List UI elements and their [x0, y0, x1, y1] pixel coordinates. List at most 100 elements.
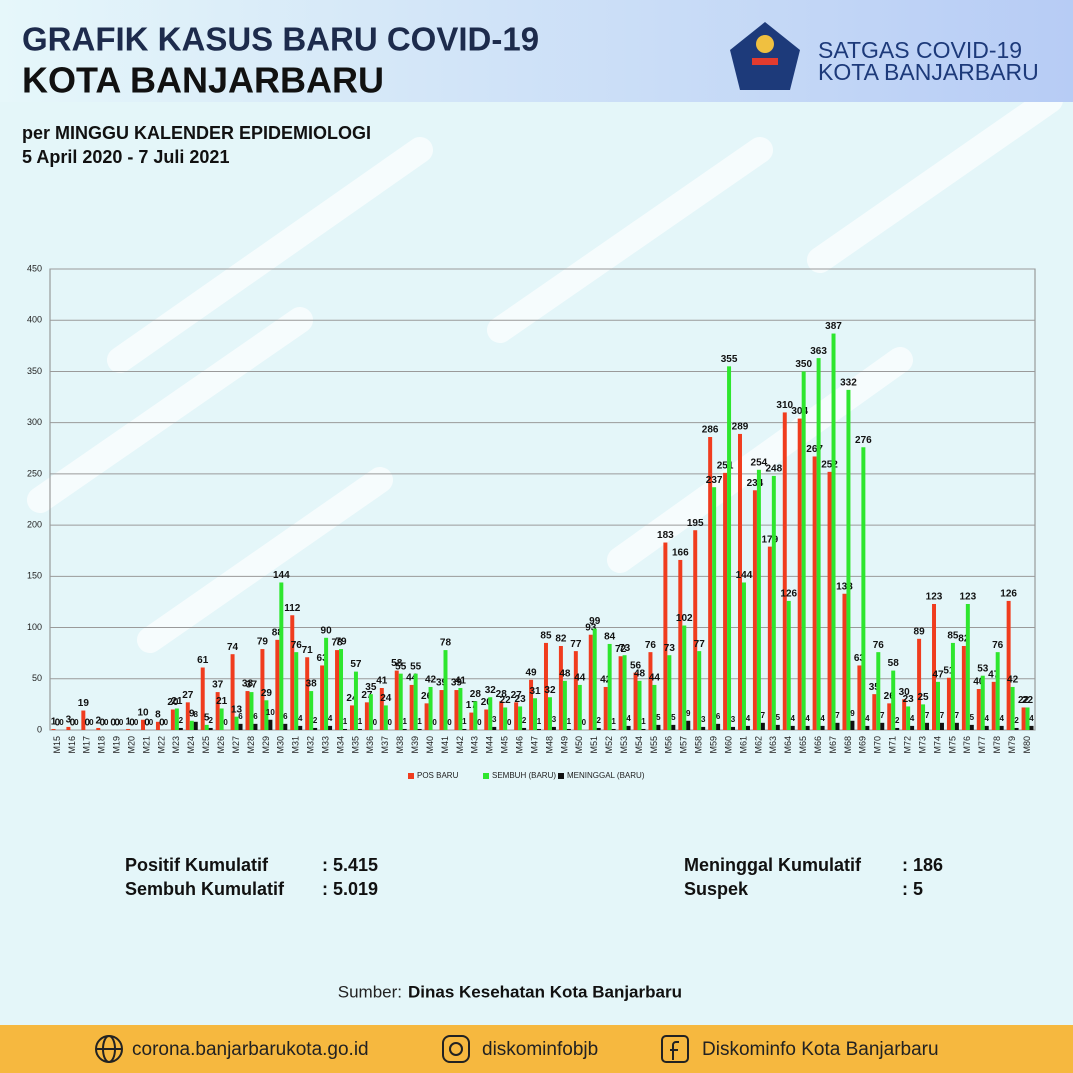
- data-label: 39: [451, 678, 463, 689]
- x-tick-label: M59: [709, 736, 719, 754]
- data-label: 0: [85, 718, 91, 729]
- data-label: 42: [1007, 675, 1019, 686]
- bar: [529, 679, 534, 730]
- data-label: 1: [125, 717, 131, 728]
- bar: [551, 726, 556, 730]
- bar: [910, 725, 915, 730]
- data-label: 144: [273, 570, 290, 581]
- data-label: 37: [246, 680, 258, 691]
- data-label: 0: [373, 718, 378, 727]
- bar: [999, 725, 1004, 730]
- bar: [208, 727, 213, 730]
- bar: [368, 694, 373, 730]
- data-label: 0: [74, 718, 79, 727]
- data-label: 48: [559, 668, 571, 679]
- data-label: 5: [776, 713, 781, 722]
- bar: [731, 726, 736, 730]
- x-tick-label: M74: [932, 736, 942, 754]
- x-tick-label: M28: [246, 736, 256, 754]
- bar: [716, 723, 721, 730]
- bar: [204, 724, 209, 730]
- bar: [81, 710, 86, 730]
- y-tick-label: 100: [27, 622, 42, 632]
- data-label: 58: [391, 658, 403, 669]
- data-label: 7: [880, 711, 885, 720]
- data-label: 1: [51, 717, 57, 728]
- data-label: 126: [780, 589, 797, 600]
- data-label: 276: [855, 435, 872, 446]
- x-tick-label: M76: [962, 736, 972, 754]
- data-label: 35: [365, 682, 377, 693]
- legend-swatch: [483, 773, 489, 779]
- bar: [682, 625, 687, 730]
- data-label: 102: [676, 613, 693, 624]
- x-tick-label: M40: [425, 736, 435, 754]
- footer-text: Diskominfo Kota Banjarbaru: [702, 1039, 939, 1060]
- data-label: 3: [731, 715, 736, 724]
- data-label: 1: [641, 717, 646, 726]
- data-label: 27: [511, 690, 523, 701]
- summary-label: Suspek: [684, 879, 749, 899]
- bar: [514, 702, 519, 730]
- data-label: 26: [421, 691, 433, 702]
- data-label: 73: [664, 643, 676, 654]
- x-tick-label: M33: [320, 736, 330, 754]
- data-label: 21: [171, 696, 183, 707]
- data-label: 78: [440, 638, 452, 649]
- data-label: 4: [820, 714, 825, 723]
- data-label: 39: [436, 678, 448, 689]
- bar: [313, 727, 318, 730]
- title: KOTA BANJARBARU: [22, 60, 384, 101]
- data-label: 79: [335, 637, 347, 648]
- summary-value: : 5.415: [322, 855, 378, 875]
- subtitle: 5 April 2020 - 7 Juli 2021: [22, 147, 229, 167]
- data-label: 77: [570, 639, 582, 650]
- x-tick-label: M24: [186, 736, 196, 754]
- data-label: 9: [686, 709, 691, 718]
- subtitle: per MINGGU KALENDER EPIDEMIOLOGI: [22, 123, 371, 143]
- data-label: 0: [104, 718, 109, 727]
- data-label: 6: [253, 712, 258, 721]
- data-label: 22: [1018, 695, 1030, 706]
- x-tick-label: M65: [798, 736, 808, 754]
- x-tick-label: M73: [917, 736, 927, 754]
- data-label: 0: [164, 718, 169, 727]
- bar: [443, 650, 448, 730]
- bar: [428, 686, 433, 730]
- data-label: 310: [776, 400, 793, 411]
- data-label: 76: [291, 640, 303, 651]
- data-label: 7: [761, 711, 766, 720]
- bar: [335, 650, 340, 730]
- data-label: 21: [216, 696, 228, 707]
- data-label: 267: [806, 444, 823, 455]
- legend-swatch: [408, 773, 414, 779]
- data-label: 55: [410, 661, 422, 672]
- bar: [786, 600, 791, 730]
- data-label: 252: [821, 459, 838, 470]
- bar: [219, 708, 224, 730]
- bar: [268, 719, 273, 730]
- data-label: 1: [417, 717, 422, 726]
- data-label: 31: [529, 686, 541, 697]
- bar: [469, 712, 474, 730]
- summary-label: Meninggal Kumulatif: [684, 855, 862, 875]
- data-label: 166: [672, 548, 689, 559]
- data-label: 4: [626, 714, 631, 723]
- data-label: 32: [544, 685, 556, 696]
- data-label: 387: [825, 321, 842, 332]
- data-label: 0: [149, 718, 154, 727]
- x-tick-label: M34: [335, 736, 345, 754]
- data-label: 0: [432, 718, 437, 727]
- bar: [831, 333, 836, 730]
- bar: [409, 684, 414, 730]
- bar: [712, 487, 717, 730]
- data-label: 179: [762, 534, 779, 545]
- data-label: 254: [751, 457, 768, 468]
- data-label: 22: [1022, 695, 1034, 706]
- x-tick-label: M35: [350, 736, 360, 754]
- data-label: 61: [197, 655, 209, 666]
- bar: [663, 542, 668, 730]
- bar: [805, 725, 810, 730]
- x-tick-label: M71: [888, 736, 898, 754]
- data-label: 23: [515, 694, 527, 705]
